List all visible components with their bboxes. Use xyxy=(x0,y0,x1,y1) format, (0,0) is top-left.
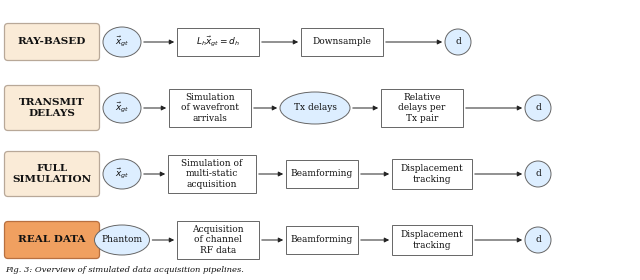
Bar xyxy=(286,160,358,188)
Ellipse shape xyxy=(525,161,551,187)
Text: Simulation of
multi-static
acquisition: Simulation of multi-static acquisition xyxy=(181,159,243,189)
FancyBboxPatch shape xyxy=(4,24,99,60)
Ellipse shape xyxy=(525,227,551,253)
Text: Acquisition
of channel
RF data: Acquisition of channel RF data xyxy=(192,225,244,255)
Text: Downsample: Downsample xyxy=(312,38,371,46)
Text: Relative
delays per
Tx pair: Relative delays per Tx pair xyxy=(398,93,445,123)
Bar xyxy=(301,28,383,56)
Text: Fig. 3: Overview of simulated data acquisition pipelines.: Fig. 3: Overview of simulated data acqui… xyxy=(5,266,244,274)
Bar xyxy=(381,89,463,127)
Text: $\vec{x}_{gt}$: $\vec{x}_{gt}$ xyxy=(115,101,129,115)
Text: Beamforming: Beamforming xyxy=(291,235,353,244)
Bar xyxy=(168,155,256,193)
Text: $\vec{x}_{gt}$: $\vec{x}_{gt}$ xyxy=(115,35,129,49)
Bar xyxy=(286,226,358,254)
Ellipse shape xyxy=(103,159,141,189)
Text: REAL DATA: REAL DATA xyxy=(19,235,86,244)
FancyBboxPatch shape xyxy=(4,151,99,197)
Text: $L_h\vec{x}_{gt} = d_h$: $L_h\vec{x}_{gt} = d_h$ xyxy=(196,35,240,49)
Text: d: d xyxy=(535,235,541,244)
Text: d: d xyxy=(455,38,461,46)
Ellipse shape xyxy=(103,27,141,57)
Ellipse shape xyxy=(525,95,551,121)
Text: d: d xyxy=(535,169,541,179)
Bar xyxy=(169,89,251,127)
FancyBboxPatch shape xyxy=(4,85,99,130)
FancyBboxPatch shape xyxy=(4,221,99,258)
Text: Displacement
tracking: Displacement tracking xyxy=(401,164,463,184)
Ellipse shape xyxy=(445,29,471,55)
Bar xyxy=(177,28,259,56)
Text: Phantom: Phantom xyxy=(101,235,143,244)
Bar xyxy=(392,225,472,255)
Text: d: d xyxy=(535,104,541,113)
Ellipse shape xyxy=(103,93,141,123)
Text: Displacement
tracking: Displacement tracking xyxy=(401,230,463,250)
Text: Simulation
of wavefront
arrivals: Simulation of wavefront arrivals xyxy=(181,93,239,123)
Ellipse shape xyxy=(280,92,350,124)
Text: TRANSMIT
DELAYS: TRANSMIT DELAYS xyxy=(19,98,85,118)
Text: FULL
SIMULATION: FULL SIMULATION xyxy=(12,164,92,184)
Ellipse shape xyxy=(95,225,150,255)
Text: $\vec{x}_{gt}$: $\vec{x}_{gt}$ xyxy=(115,167,129,181)
Text: Beamforming: Beamforming xyxy=(291,169,353,179)
Text: Tx delays: Tx delays xyxy=(294,104,337,113)
Bar xyxy=(177,221,259,259)
Text: RAY-BASED: RAY-BASED xyxy=(18,38,86,46)
Bar xyxy=(392,159,472,189)
